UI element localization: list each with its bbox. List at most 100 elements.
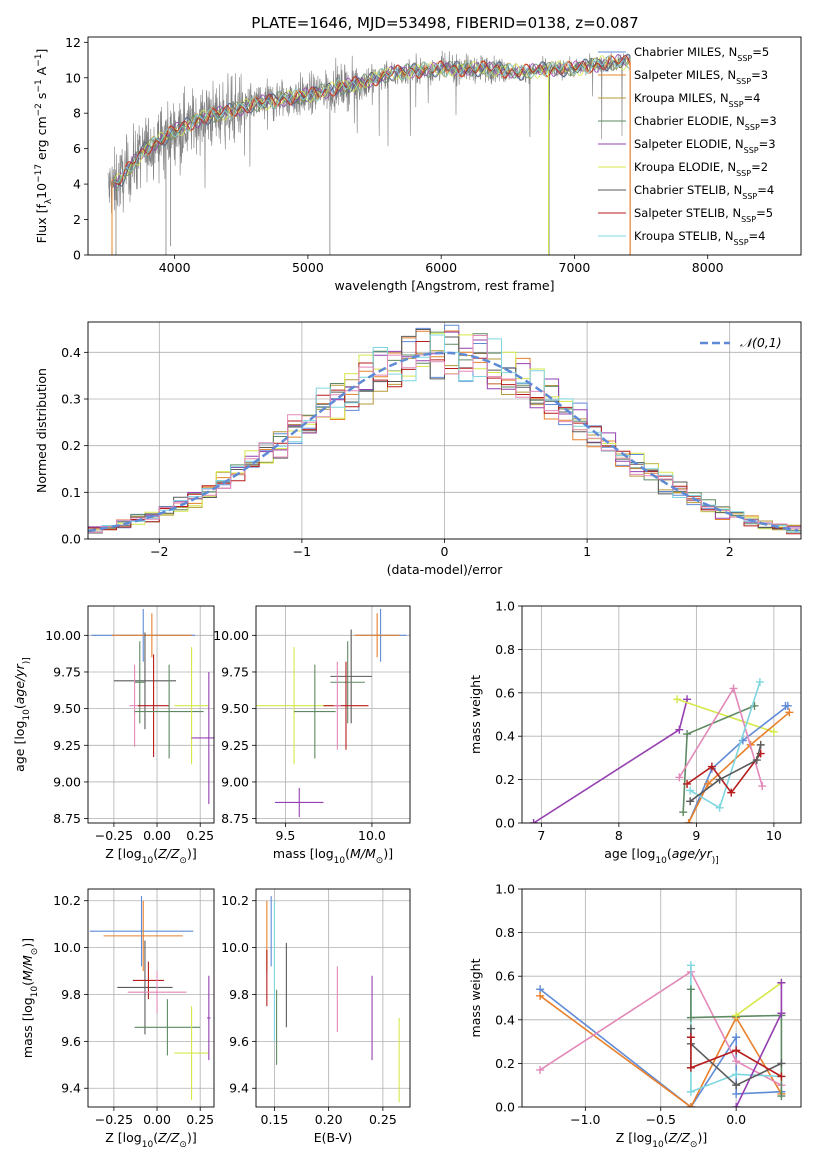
weight-marker — [732, 1033, 741, 1042]
x-tick-label: 0.00 — [143, 1112, 171, 1127]
weight-line — [690, 1037, 782, 1078]
errorbar-salpeter-elodie — [207, 975, 211, 1061]
y-tick-label: 9.6 — [61, 1034, 81, 1049]
errorbar-chabrier-elodie — [294, 664, 336, 759]
y-tick-label: 10.00 — [213, 628, 249, 643]
x-axis-label: wavelength [Angstrom, rest frame] — [334, 278, 554, 293]
weight-marker — [686, 1063, 695, 1072]
label-part: −2 — [34, 103, 44, 116]
axes-frame — [87, 605, 215, 824]
errorbar-salpeter-stelib — [138, 654, 170, 758]
weight-series-salpeter-elodie — [732, 978, 786, 1107]
label-part: 10 — [142, 856, 154, 866]
y-tick-label: 4 — [73, 177, 81, 192]
label-part: )] — [22, 657, 32, 664]
legend-entry-chabrier-elodie: Chabrier ELODIE, NSSP=3 — [634, 114, 777, 132]
y-tick-label: 0.3 — [61, 392, 81, 407]
label-part: A — [34, 66, 49, 79]
weight-series-kroupa-stelib — [686, 677, 764, 812]
legend-sub: SSP — [741, 215, 756, 224]
y-tick-label: 0.2 — [495, 1056, 515, 1071]
label-part: ⊙ — [179, 856, 187, 866]
plot-area — [266, 896, 400, 1103]
histogram-pink — [88, 335, 801, 534]
legend-text: =2 — [751, 160, 768, 174]
x-tick-label: 9 — [692, 828, 700, 843]
legend-entry-kroupa-elodie: Kroupa ELODIE, NSSP=2 — [634, 160, 768, 178]
x-tick-label: 10 — [766, 828, 782, 843]
x-tick-label: 0.25 — [186, 1112, 214, 1127]
weight-series-chabrier-elodie — [679, 701, 759, 817]
label-part: λ — [44, 198, 54, 204]
errorbar-chabrier-elodie — [134, 664, 204, 759]
weight-marker — [686, 985, 695, 994]
weight-marker — [529, 819, 538, 823]
mass-vs-ebv-panel: 0.15 0.20 0.25 9.4 9.6 9.8 10.0 10.2 E(B-V) — [221, 888, 411, 1145]
weight-marker — [729, 684, 738, 693]
y-tick-label: 1.0 — [495, 882, 515, 897]
errorbar-chabrier-elodie — [134, 641, 145, 724]
weight-marker — [758, 782, 767, 791]
y-axis-label: mass [log10(M/M⊙)] — [20, 938, 40, 1058]
axes-frame — [521, 605, 802, 824]
legend-entry-normal: 𝒩(0,1) — [740, 335, 782, 350]
legend-entry-chabrier-miles: Chabrier MILES, NSSP=5 — [634, 45, 769, 63]
legend-entry-chabrier-stelib: Chabrier STELIB, NSSP=4 — [634, 183, 774, 201]
label-part: ( — [345, 846, 350, 861]
legend-text: Chabrier STELIB, N — [634, 183, 742, 197]
y-axis-label: mass weight — [468, 958, 483, 1037]
x-tick-label: 0 — [441, 544, 449, 559]
model-spectrum-kroupa-stelib — [114, 55, 631, 184]
y-tick-label: 10.0 — [53, 940, 81, 955]
x-tick-label: 10.0 — [358, 828, 386, 843]
label-part: −17 — [34, 164, 44, 183]
x-axis-label: Z [log10(Z/Z⊙)] — [105, 846, 196, 866]
x-tick-label: 9.5 — [275, 828, 295, 843]
weight-marker — [732, 1011, 741, 1020]
y-tick-label: 0.4 — [495, 729, 515, 744]
x-axis-label: age [log10(age/yr)] — [604, 846, 719, 866]
legend-sub: SSP — [737, 54, 752, 63]
legend-sub: SSP — [734, 238, 749, 247]
x-tick-label: 0.25 — [186, 828, 214, 843]
label-part: ⊙ — [376, 856, 384, 866]
label-part: )] — [712, 856, 719, 866]
y-tick-label: 10.2 — [221, 893, 249, 908]
x-tick-label: 2 — [726, 544, 734, 559]
weight-marker — [777, 1059, 786, 1068]
weight-marker — [777, 1009, 786, 1018]
weight-vs-z-panel: −1.0 −0.5 0.0 0.0 0.2 0.4 0.6 0.8 1.0 Z [log10(Z/… — [468, 882, 802, 1150]
spectrum-panel: 4000 5000 6000 7000 8000 0 2 4 6 8 10 12 Chabrier MI… — [34, 35, 802, 293]
weight-line — [539, 995, 783, 1107]
y-tick-label: 9.75 — [221, 664, 249, 679]
weight-marker — [704, 779, 712, 788]
label-part: ( — [667, 846, 672, 861]
label-part: ] — [34, 49, 49, 54]
age-vs-z-panel: −0.25 0.00 0.25 8.75 9.00 9.25 9.50 9.75 10.00 Z … — [12, 605, 215, 866]
label-part: Z [log — [105, 846, 141, 861]
legend-sub: SSP — [736, 169, 751, 178]
x-tick-label: 8 — [615, 828, 623, 843]
legend-sub: SSP — [744, 146, 759, 155]
weight-marker — [727, 788, 736, 797]
errorbar-chabrier-elodie — [134, 999, 201, 1056]
x-tick-label: −0.25 — [95, 828, 133, 843]
errorbar-salpeter-miles — [354, 613, 400, 658]
label-part: Z/Z — [157, 846, 180, 861]
y-tick-label: 0.2 — [61, 438, 81, 453]
weight-marker — [686, 1013, 695, 1022]
label-part: −1 — [34, 54, 44, 67]
legend-text: Salpeter MILES, N — [634, 68, 736, 82]
legend-sub: SSP — [742, 192, 757, 201]
x-tick-label: 5000 — [292, 260, 324, 275]
label-part: ⊙ — [690, 1140, 698, 1150]
errorbar-chabrier-stelib — [330, 629, 372, 724]
weight-marker — [686, 1087, 695, 1096]
weight-marker — [686, 1103, 695, 1107]
weight-marker — [732, 1057, 741, 1066]
weight-marker — [785, 708, 794, 717]
label-part: 10 — [30, 986, 40, 998]
label-part: mass [log — [273, 846, 334, 861]
legend-sub: SSP — [745, 123, 760, 132]
